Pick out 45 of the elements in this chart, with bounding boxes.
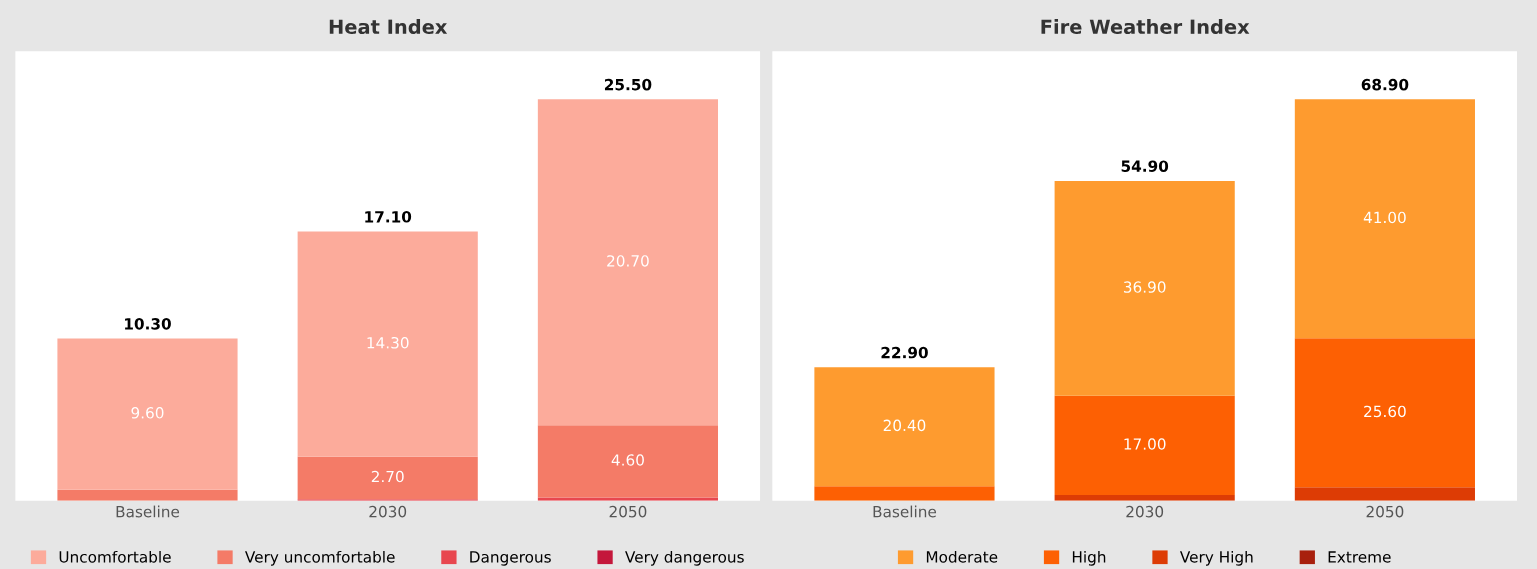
total-label: 17.10 (365, 211, 412, 223)
bar (814, 486, 995, 501)
bar (537, 99, 719, 426)
x-tick-label: 2050 (609, 505, 647, 518)
total-label: 54.90 (1121, 160, 1169, 172)
legend-label: High (1072, 550, 1106, 566)
data-label: 17.00 (1124, 438, 1166, 450)
data-label: 20.70 (607, 255, 649, 267)
legend-label: Dangerous (470, 551, 551, 566)
bar (297, 231, 478, 457)
x-tick-label: 2030 (1126, 505, 1164, 518)
data-label: 14.30 (367, 336, 409, 349)
x-tick-label: Baseline (116, 505, 180, 518)
bar (1294, 487, 1475, 501)
data-label: 9.60 (131, 407, 164, 419)
bar (1294, 99, 1475, 339)
total-label: 22.90 (881, 346, 928, 359)
bar (1054, 180, 1235, 396)
bar (57, 338, 238, 490)
bar (1294, 338, 1475, 488)
legend-label: Very dangerous (625, 550, 744, 566)
legend-label: Very High (1179, 550, 1253, 566)
bar (537, 425, 719, 498)
data-label: 4.60 (611, 454, 644, 466)
chart-title: Heat Index (329, 19, 448, 35)
x-tick-label: Baseline (873, 505, 937, 518)
data-label: 2.70 (371, 470, 404, 483)
bar (297, 456, 478, 500)
total-label: 25.50 (604, 78, 652, 91)
bar (814, 367, 995, 487)
total-label: 68.90 (1361, 78, 1409, 91)
x-tick-label: 2050 (1366, 505, 1404, 518)
bar (57, 489, 238, 501)
legend-label: Uncomfortable (59, 550, 171, 563)
x-tick-label: 2030 (369, 505, 407, 518)
chart-title: Fire Weather Index (1041, 19, 1250, 35)
legend-label: Moderate (926, 550, 998, 563)
data-label: 36.90 (1123, 281, 1166, 293)
total-label: 10.30 (125, 318, 171, 330)
data-label: 20.40 (883, 419, 926, 432)
legend-label: Very uncomfortable (245, 550, 395, 566)
legend-label: Extreme (1328, 551, 1391, 563)
bar (1054, 395, 1235, 495)
data-label: 41.00 (1363, 211, 1406, 224)
data-label: 25.60 (1364, 405, 1406, 418)
